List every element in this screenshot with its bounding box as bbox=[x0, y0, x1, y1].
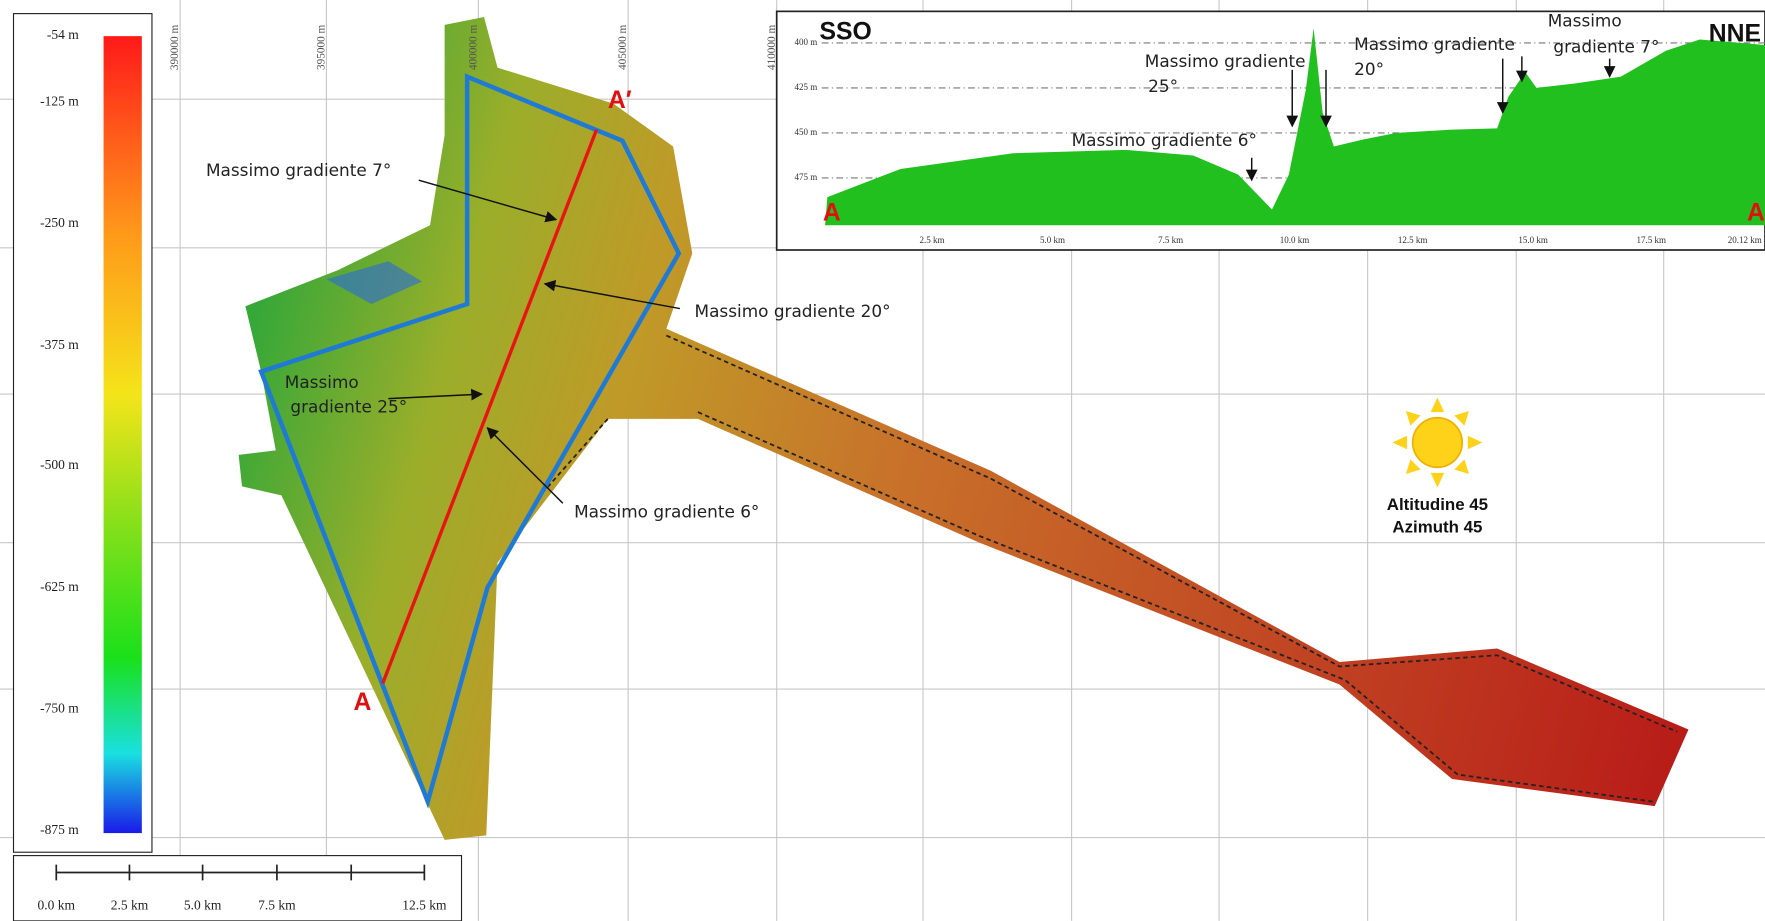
profile-annotation: Massimo gradiente 6° bbox=[1072, 130, 1257, 150]
sun-rays bbox=[1392, 397, 1483, 488]
profile-annotation: 20° bbox=[1354, 59, 1384, 79]
map-annotation: gradiente 25° bbox=[290, 397, 407, 417]
profile-x-label: 17.5 km bbox=[1637, 235, 1667, 245]
sun-icon bbox=[1392, 397, 1483, 488]
map-annotation: Massimo gradiente 20° bbox=[695, 301, 891, 321]
sun-label: Azimuth 45 bbox=[1392, 517, 1482, 536]
profile-start-point: A bbox=[823, 200, 841, 227]
color-scale-label: -625 m bbox=[40, 579, 79, 594]
profile: SSO NNE 400 m 425 m 450 m 475 m 2.5 km 5.0 km 7.… bbox=[794, 11, 1765, 245]
easting-label: 400000 m bbox=[467, 24, 479, 70]
color-scale-label: -125 m bbox=[40, 94, 79, 109]
profile-annotation: Massimo gradiente bbox=[1354, 34, 1515, 54]
profile-annotation: gradiente 7° bbox=[1553, 36, 1659, 56]
section-end: A′ bbox=[608, 87, 632, 114]
profile-x-label: 12.5 km bbox=[1398, 235, 1428, 245]
map-annotation: Massimo gradiente 6° bbox=[574, 501, 759, 521]
section-start: A bbox=[353, 689, 371, 716]
section-line bbox=[381, 128, 599, 684]
bathymetry bbox=[238, 16, 1689, 840]
arrow bbox=[486, 427, 564, 504]
easting-label: 410000 m bbox=[766, 24, 778, 70]
map-annotation: Massimo bbox=[285, 372, 359, 392]
profile-end-point: A bbox=[1747, 200, 1765, 227]
sun-label: Altitudine 45 bbox=[1387, 495, 1488, 514]
scale-bar-label: 5.0 km bbox=[184, 897, 222, 912]
profile-x-label: 5.0 km bbox=[1040, 235, 1065, 245]
map-annotation: Massimo gradiente 7° bbox=[206, 160, 391, 180]
profile-x-label: 7.5 km bbox=[1158, 235, 1183, 245]
color-scale-bar bbox=[103, 36, 142, 834]
scale-bar-label: 12.5 km bbox=[402, 897, 447, 912]
profile-grid bbox=[821, 42, 1765, 179]
profile-annotation: Massimo gradiente bbox=[1145, 51, 1306, 71]
easting-label: 395000 m bbox=[316, 24, 328, 70]
color-scale-label: -250 m bbox=[40, 215, 79, 230]
scale-bar-panel bbox=[12, 855, 463, 921]
color-scale-label: -750 m bbox=[40, 700, 79, 715]
easting-label: 405000 m bbox=[617, 24, 629, 70]
profile-y-label: 450 m bbox=[794, 127, 817, 137]
arrow bbox=[418, 179, 558, 223]
scale-bar-label: 0.0 km bbox=[38, 897, 76, 912]
deep-patch bbox=[326, 261, 423, 305]
map-arrows bbox=[388, 179, 681, 504]
color-scale-label: -875 m bbox=[40, 822, 79, 837]
corridor-lower bbox=[697, 411, 1653, 803]
scale-bar-label: 2.5 km bbox=[111, 897, 149, 912]
profile-annotation: 25° bbox=[1148, 76, 1178, 96]
color-scale-label: -500 m bbox=[40, 457, 79, 472]
profile-x-label: 10.0 km bbox=[1280, 235, 1310, 245]
profile-end-label: NNE bbox=[1709, 21, 1761, 48]
scale-bar bbox=[55, 864, 426, 881]
profile-x-label: 2.5 km bbox=[920, 235, 945, 245]
easting-label: 390000 m bbox=[169, 24, 181, 70]
color-scale-label: -375 m bbox=[40, 337, 79, 352]
sun-disc bbox=[1411, 416, 1464, 469]
arrow bbox=[543, 279, 681, 310]
arrow bbox=[388, 388, 483, 401]
profile-x-label: 20.12 km bbox=[1728, 235, 1762, 245]
survey-boundary bbox=[258, 73, 682, 809]
profile-shape bbox=[825, 28, 1765, 226]
profile-y-label: 400 m bbox=[794, 37, 817, 47]
corridor-join bbox=[539, 418, 609, 496]
corridor-outline bbox=[539, 334, 1678, 803]
profile-start-label: SSO bbox=[819, 18, 871, 45]
profile-annotation: Massimo bbox=[1548, 11, 1622, 31]
scale-bar-label: 7.5 km bbox=[258, 897, 296, 912]
profile-y-label: 425 m bbox=[794, 82, 817, 92]
profile-y-label: 475 m bbox=[794, 172, 817, 182]
color-scale-label: -54 m bbox=[47, 27, 79, 42]
profile-x-label: 15.0 km bbox=[1518, 235, 1548, 245]
corridor-upper bbox=[666, 334, 1678, 733]
profile-arrows bbox=[1245, 56, 1616, 182]
